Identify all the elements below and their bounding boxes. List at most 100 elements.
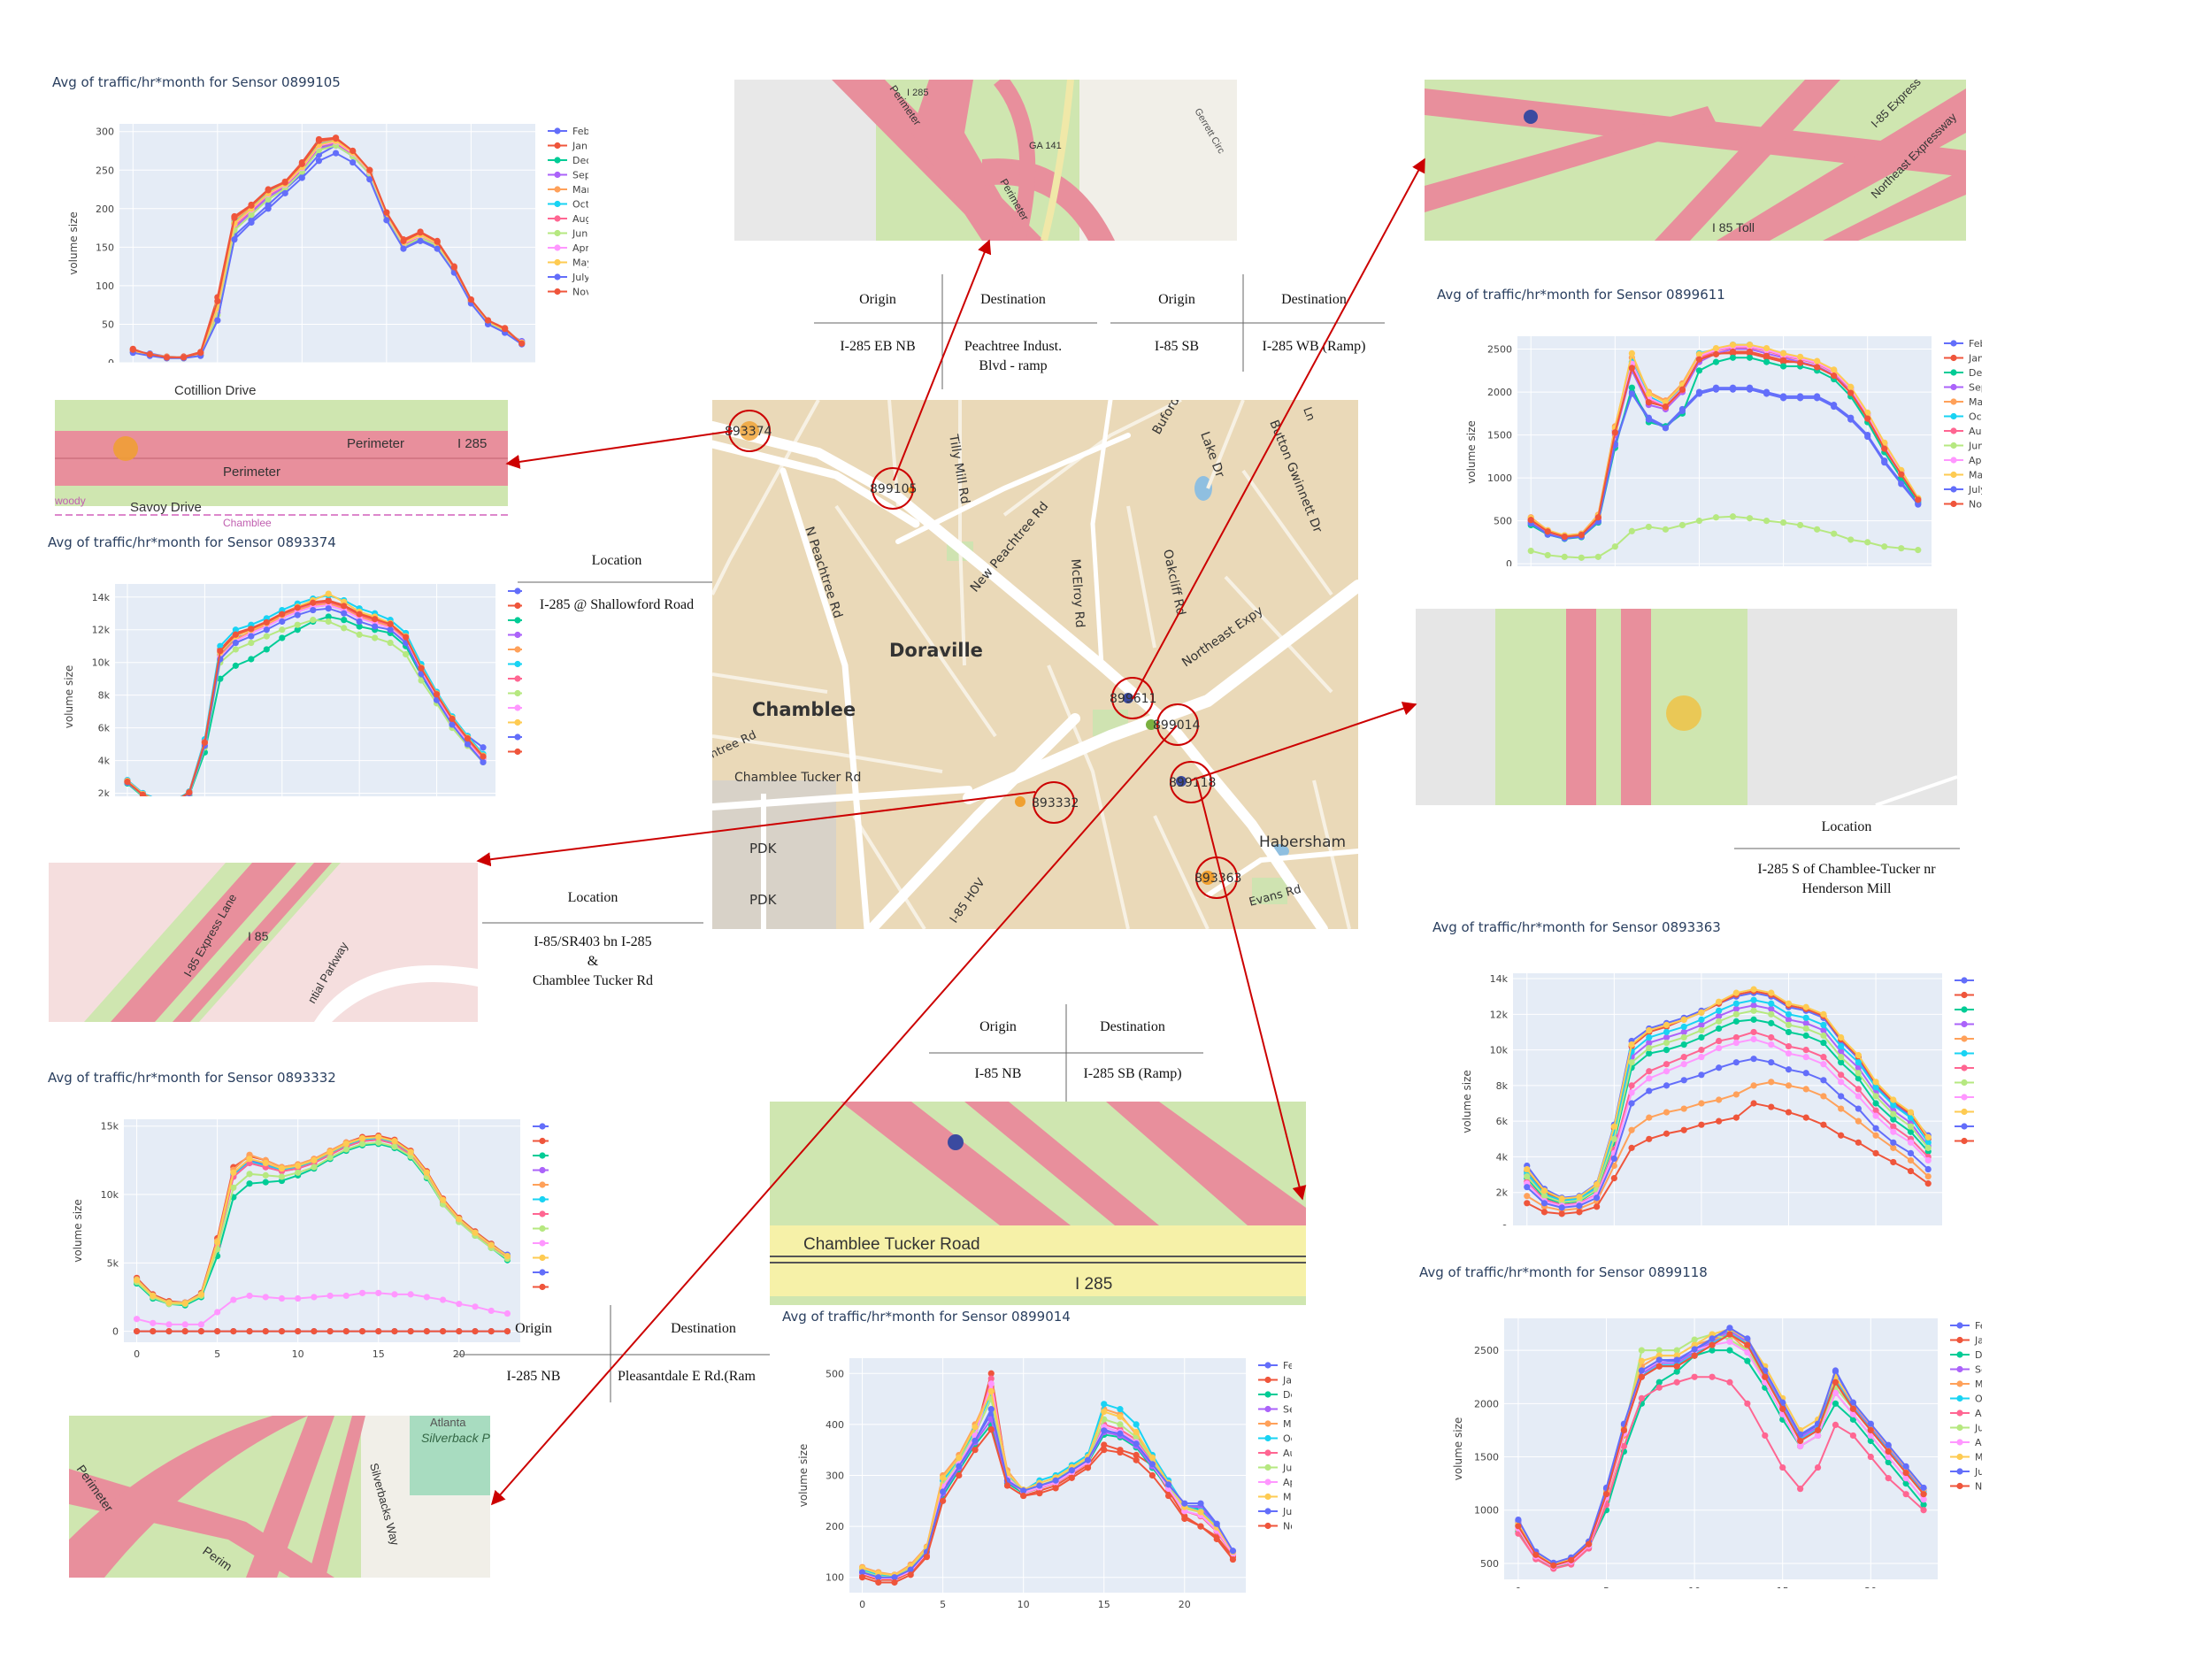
legend-item[interactable]: August (533, 1209, 549, 1220)
legend-item[interactable]: March (1258, 1418, 1292, 1430)
legend-item[interactable]: October (533, 1194, 549, 1206)
legend-item[interactable]: January (1944, 353, 1982, 365)
legend-item[interactable]: February (1258, 1360, 1292, 1371)
legend-item[interactable]: November (1950, 1481, 1982, 1493)
data-point (262, 1294, 269, 1301)
legend-item[interactable]: December (1950, 1349, 1982, 1361)
legend-item[interactable]: January (1955, 990, 1978, 1002)
legend-item[interactable]: April (508, 703, 522, 714)
legend-item[interactable]: August (1950, 1408, 1982, 1419)
legend-item[interactable]: March (1944, 396, 1982, 408)
legend-item[interactable]: August (548, 213, 588, 225)
legend-item[interactable]: June (1258, 1463, 1292, 1474)
data-point (1712, 386, 1720, 393)
sensor-label[interactable]: 899118 (1169, 776, 1216, 790)
legend-item[interactable]: May (508, 718, 522, 729)
sensor-label[interactable]: 893374 (725, 425, 772, 439)
legend-item[interactable]: March (533, 1179, 549, 1191)
legend-item[interactable]: April (1955, 1092, 1978, 1103)
sensor-label[interactable]: 899611 (1110, 692, 1156, 706)
legend-item[interactable]: November (508, 747, 522, 758)
legend-item[interactable]: December (533, 1150, 549, 1162)
legend-item[interactable]: September (1258, 1404, 1292, 1416)
sensor-label[interactable]: 899105 (870, 482, 917, 496)
legend-item[interactable]: May (1944, 470, 1982, 481)
legend-item[interactable]: October (1944, 411, 1982, 423)
legend-item[interactable]: August (508, 673, 522, 685)
legend-item[interactable]: June (1944, 441, 1982, 452)
legend-item[interactable]: July (1950, 1466, 1982, 1478)
legend-item[interactable]: June (548, 228, 588, 240)
legend-item[interactable]: February (548, 126, 588, 137)
legend-item[interactable]: October (548, 199, 588, 211)
legend-item[interactable]: March (1950, 1379, 1982, 1390)
legend-item[interactable]: September (1944, 382, 1982, 394)
data-point (1902, 1491, 1909, 1498)
legend-item[interactable]: December (1955, 1004, 1978, 1016)
main-map[interactable]: Doraville Chamblee Habersham N Peachtree… (712, 400, 1358, 929)
legend-item[interactable]: July (1258, 1506, 1292, 1517)
legend-item[interactable]: September (1950, 1364, 1982, 1376)
legend-item[interactable]: April (533, 1238, 549, 1249)
legend-item[interactable]: July (1955, 1121, 1978, 1133)
legend-item[interactable]: December (1258, 1389, 1292, 1401)
legend-item[interactable]: June (1950, 1423, 1982, 1434)
legend-item[interactable]: April (1950, 1437, 1982, 1448)
legend-item[interactable]: February (1944, 338, 1982, 349)
legend-item[interactable]: May (533, 1253, 549, 1264)
legend-item[interactable]: July (508, 732, 522, 743)
legend-item[interactable]: October (1258, 1433, 1292, 1445)
legend-item[interactable]: June (1955, 1078, 1978, 1089)
legend-item[interactable]: June (533, 1224, 549, 1235)
data-point (1779, 395, 1787, 402)
legend-item[interactable]: October (508, 659, 522, 671)
data-point (1820, 1032, 1827, 1040)
legend-item[interactable]: July (533, 1267, 549, 1279)
legend-item[interactable]: January (1950, 1335, 1982, 1347)
legend-item[interactable]: November (548, 287, 588, 298)
legend-item[interactable]: November (1944, 499, 1982, 511)
legend-item[interactable]: May (1258, 1492, 1292, 1503)
legend-item[interactable]: February (1955, 975, 1978, 987)
legend-item[interactable]: July (548, 272, 588, 283)
legend-item[interactable]: January (1258, 1375, 1292, 1386)
legend-item[interactable]: April (1258, 1477, 1292, 1488)
legend-item[interactable]: January (533, 1136, 549, 1148)
legend-item[interactable]: June (508, 688, 522, 700)
sensor-label[interactable]: 893363 (1194, 872, 1241, 886)
sensor-label[interactable]: 899014 (1153, 718, 1201, 733)
legend-item[interactable]: May (1955, 1107, 1978, 1118)
legend-item[interactable]: December (1944, 367, 1982, 379)
legend-item[interactable]: April (1944, 455, 1982, 466)
legend-item[interactable]: September (548, 170, 588, 181)
legend-item[interactable]: July (1944, 484, 1982, 495)
legend-item[interactable]: December (508, 615, 522, 626)
legend-item[interactable]: January (548, 141, 588, 152)
legend-item[interactable]: August (1258, 1448, 1292, 1459)
legend-item[interactable]: May (1950, 1452, 1982, 1463)
data-point (1117, 1421, 1124, 1428)
legend-item[interactable]: August (1955, 1063, 1978, 1074)
legend-marker (1264, 1420, 1271, 1427)
legend-item[interactable]: September (1955, 1019, 1978, 1031)
legend-item[interactable]: January (508, 601, 522, 612)
legend-item[interactable]: October (1955, 1048, 1978, 1060)
legend-item[interactable]: March (1955, 1033, 1978, 1045)
legend-item[interactable]: March (548, 184, 588, 196)
legend-item[interactable]: February (1950, 1320, 1982, 1332)
legend-item[interactable]: May (548, 257, 588, 269)
legend-item[interactable]: November (533, 1282, 549, 1294)
legend-item[interactable]: September (508, 630, 522, 641)
legend-item[interactable]: December (548, 155, 588, 166)
legend-item[interactable]: November (1955, 1136, 1978, 1148)
legend-item[interactable]: November (1258, 1521, 1292, 1532)
legend-item[interactable]: September (533, 1165, 549, 1177)
legend-item[interactable]: August (1944, 426, 1982, 437)
legend-item[interactable]: March (508, 644, 522, 656)
legend-item[interactable]: October (1950, 1394, 1982, 1405)
legend-item[interactable]: February (508, 586, 522, 597)
legend-item[interactable]: April (548, 242, 588, 254)
sensor-label[interactable]: 893332 (1032, 796, 1079, 810)
legend-item[interactable]: February (533, 1121, 549, 1133)
data-point (310, 599, 317, 606)
